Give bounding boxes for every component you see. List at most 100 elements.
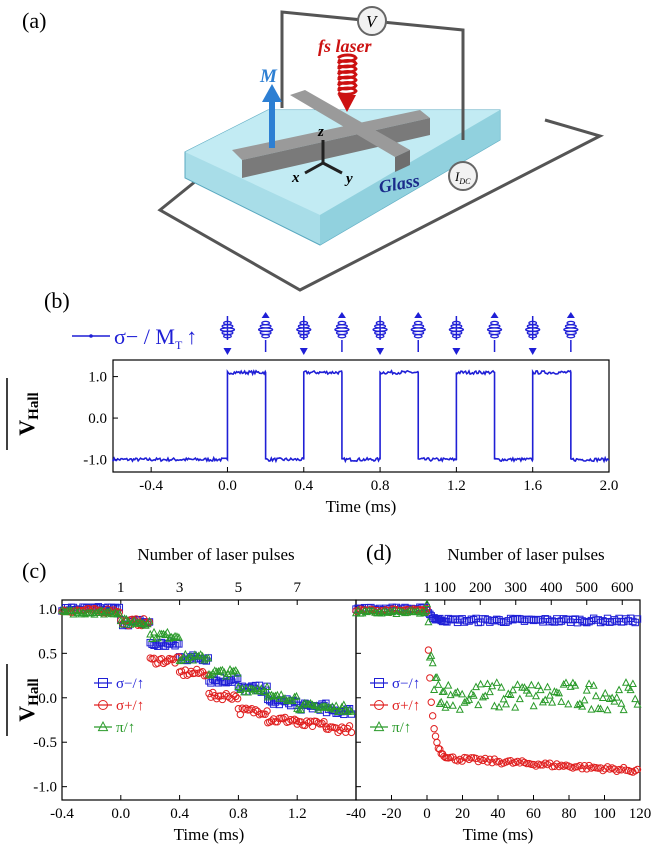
data-point [529,616,538,625]
data-point [492,678,501,686]
data-point [465,617,473,625]
data-point [474,757,482,766]
data-point [573,700,582,709]
data-point [427,698,435,706]
data-point [430,725,438,733]
axis-ticks-b: -0.4 0.0 0.4 0.8 1.2 1.6 2.0 1.0 0.0 -1.0 [83,370,618,494]
data-point [236,685,245,693]
pulse-head [414,312,423,318]
x-tick-label-b: -0.4 [139,478,163,494]
x-tick-label-c: -0.4 [50,806,74,822]
data-point [360,606,369,615]
data-point [345,705,354,714]
data-point [495,757,503,766]
legend-c: σ−/↑ σ+/↑ π/↑ [94,676,144,736]
glass-side [320,110,500,245]
pulse-head [337,312,346,318]
pulse-up-icon [334,312,350,352]
data-point [564,699,573,708]
data-point [277,690,286,698]
x-tick-label-d: 20 [455,806,470,822]
data-point [539,761,547,769]
data-point [330,704,339,713]
data-point [591,691,601,700]
data-point [185,653,194,661]
data-point [290,692,299,701]
legend-label: π/↑ [392,720,411,736]
data-point [531,691,541,700]
data-point [145,616,154,625]
data-point [467,754,476,762]
data-point [522,685,531,694]
top-tick-label-d: 1 [423,580,431,596]
data-point [440,687,449,695]
data-point [619,705,628,714]
data-point [578,702,587,710]
voltmeter-label: V [366,12,379,31]
top-tick-label-c: 5 [235,580,243,596]
data-point [275,693,284,702]
data-point [550,762,559,771]
data-point [293,720,301,728]
data-point [541,695,550,704]
data-point [529,701,538,710]
data-point [218,695,227,704]
data-point [194,651,203,660]
data-point [220,677,228,686]
data-point [172,632,181,640]
x-tick-label-c: 0.0 [111,806,130,822]
data-point [240,687,249,696]
data-point [210,666,219,674]
x-tick-label-b: 1.6 [523,478,542,494]
data-point [534,615,542,624]
data-point [483,616,492,624]
data-point [120,614,129,622]
voltmeter-icon [357,6,387,36]
pulse-head [261,312,270,318]
data-point [100,609,109,618]
data-point [444,614,453,623]
x-tick-label-d: -20 [382,806,402,822]
data-point [536,761,545,769]
data-point [499,694,508,703]
data-point [259,687,268,695]
data-point [240,705,248,714]
data-point [536,685,545,694]
data-point [582,685,591,694]
data-point [442,700,451,708]
legend-label: σ+/↑ [116,698,144,714]
data-point [308,700,317,709]
y-tick-label-b: 0.0 [88,411,107,427]
data-point [490,616,499,625]
y-tick-label-b: -1.0 [83,453,107,469]
data-point [506,756,515,765]
legend-marker [373,720,385,732]
data-point [633,765,642,774]
data-point [576,615,584,624]
data-point [536,616,545,624]
data-point [434,680,443,688]
pulse-head [452,348,461,355]
panel-b-label: (b) [44,288,70,313]
data-point [394,606,403,615]
data-point [150,641,158,649]
data-point [566,682,575,690]
data-point [583,618,591,627]
data-point [430,685,439,693]
data-point [455,705,464,713]
data-point [85,604,93,613]
y-tick-label-c: 1.0 [38,602,57,618]
x-axis-label-c: Time (ms) [174,825,245,844]
data-point [437,697,446,706]
data-point [557,697,566,705]
data-point [453,687,462,696]
axes-icon [304,140,343,175]
pulse-down-icon [219,316,236,355]
data-point [113,609,122,618]
pulse-down-icon [448,316,465,355]
data-point [347,728,356,737]
legend-d: σ−/↑ σ+/↑ π/↑ [370,676,420,736]
data-point [633,615,642,623]
data-point [222,671,231,680]
data-point [140,615,148,623]
